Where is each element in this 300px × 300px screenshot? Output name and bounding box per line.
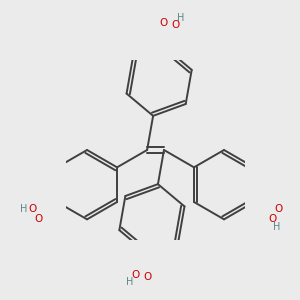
Text: H: H (20, 204, 28, 214)
Text: H: H (177, 13, 185, 23)
Text: O: O (159, 17, 168, 28)
Text: O: O (35, 214, 43, 224)
Text: O: O (171, 20, 179, 30)
Text: H: H (273, 222, 280, 232)
Text: O: O (29, 204, 37, 214)
Text: H: H (126, 277, 134, 287)
Text: O: O (143, 272, 152, 283)
Text: O: O (274, 204, 282, 214)
Text: O: O (132, 270, 140, 280)
Text: O: O (268, 214, 276, 224)
